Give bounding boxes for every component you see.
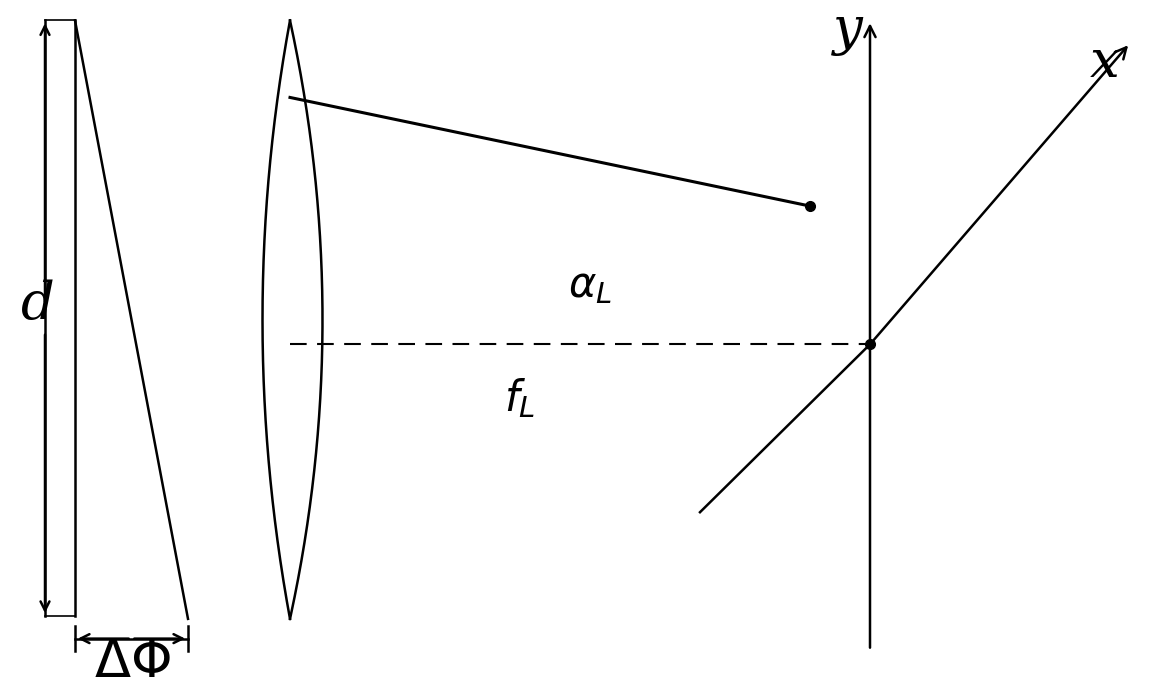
Text: $f_L$: $f_L$ bbox=[505, 377, 535, 420]
Text: $\Delta\Phi$: $\Delta\Phi$ bbox=[93, 637, 170, 688]
Text: y: y bbox=[834, 5, 863, 56]
Text: x: x bbox=[1090, 38, 1119, 88]
Text: $\alpha_L$: $\alpha_L$ bbox=[568, 264, 612, 306]
Text: d: d bbox=[21, 279, 55, 330]
